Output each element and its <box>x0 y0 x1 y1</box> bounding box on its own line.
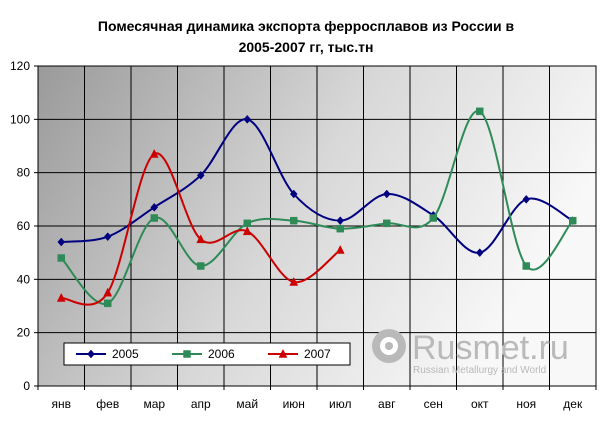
series-line <box>60 110 574 305</box>
data-point <box>150 202 159 212</box>
data-point <box>335 244 345 254</box>
data-point <box>522 262 530 270</box>
data-point <box>429 214 437 222</box>
data-point <box>336 224 344 233</box>
x-tick-label: мар <box>143 397 165 411</box>
data-point <box>57 237 66 247</box>
legend-marker <box>183 350 191 358</box>
x-tick-label: дек <box>563 397 583 411</box>
legend-item: 2006 <box>172 347 235 361</box>
x-tick-label: июн <box>283 397 305 411</box>
legend-marker <box>278 348 288 358</box>
data-point <box>196 170 205 180</box>
data-point <box>103 232 112 242</box>
y-axis-ticks: 0 20 40 60 80 100 120 <box>10 59 38 393</box>
data-point <box>336 216 345 226</box>
data-point <box>197 262 205 270</box>
x-tick-label: сен <box>424 397 443 411</box>
data-point <box>242 226 252 236</box>
y-tick-label: 20 <box>17 326 31 340</box>
x-tick-label: авг <box>378 397 396 411</box>
data-point <box>104 299 112 308</box>
legend-box <box>63 342 351 366</box>
x-tick-label: окт <box>471 397 489 411</box>
data-point <box>569 216 577 225</box>
watermark: Rusmet.ru Russian Metallurgy and World <box>372 329 569 376</box>
data-point <box>57 254 65 262</box>
x-tick-label: янв <box>52 397 72 411</box>
legend-label: 2005 <box>112 347 139 361</box>
data-point <box>522 194 531 204</box>
series-2007 <box>56 148 345 306</box>
x-tick-label: фев <box>96 397 119 411</box>
legend: 2005 2006 2007 <box>63 342 351 366</box>
rusmet-logo-icon <box>372 329 406 363</box>
gridlines <box>38 66 596 386</box>
data-point <box>289 189 298 199</box>
y-tick-label: 40 <box>17 272 31 286</box>
legend-marker <box>87 349 95 359</box>
data-point <box>290 216 298 225</box>
data-point <box>289 276 299 286</box>
data-point <box>243 114 252 124</box>
legend-label: 2007 <box>304 347 331 361</box>
chart-title-line-1: Помесячная динамика экспорта ферросплаво… <box>98 18 515 34</box>
legend-items: 2005 2006 2007 <box>76 347 331 361</box>
x-tick-label: май <box>236 397 258 411</box>
x-tick-label: июл <box>329 397 351 411</box>
legend-item: 2007 <box>268 347 331 361</box>
data-point <box>196 234 206 244</box>
watermark-tagline: Russian Metallurgy and World <box>413 365 546 376</box>
chart-title-line-2: 2005-2007 гг, тыс.тн <box>239 39 374 55</box>
x-tick-label: апр <box>191 397 211 411</box>
data-point <box>383 219 391 228</box>
data-point <box>149 148 159 158</box>
y-tick-label: 60 <box>17 219 31 233</box>
data-point <box>56 292 66 302</box>
data-point <box>382 189 391 199</box>
y-tick-label: 0 <box>23 379 30 393</box>
y-tick-label: 100 <box>10 112 30 126</box>
series-2006 <box>57 107 577 308</box>
data-point <box>243 219 251 228</box>
legend-item: 2005 <box>76 347 139 361</box>
data-point <box>150 214 158 222</box>
x-axis-ticks: янв фев мар апр май июн июл авг сен окт ноя дек <box>37 386 597 411</box>
legend-label: 2006 <box>208 347 235 361</box>
data-point <box>103 287 113 297</box>
x-tick-label: ноя <box>516 397 536 411</box>
data-point <box>475 248 484 258</box>
watermark-brand: Rusmet.ru <box>412 329 569 367</box>
y-tick-label: 80 <box>17 166 31 180</box>
y-tick-label: 120 <box>10 59 30 73</box>
data-point <box>476 107 484 116</box>
series-layer <box>56 107 577 308</box>
